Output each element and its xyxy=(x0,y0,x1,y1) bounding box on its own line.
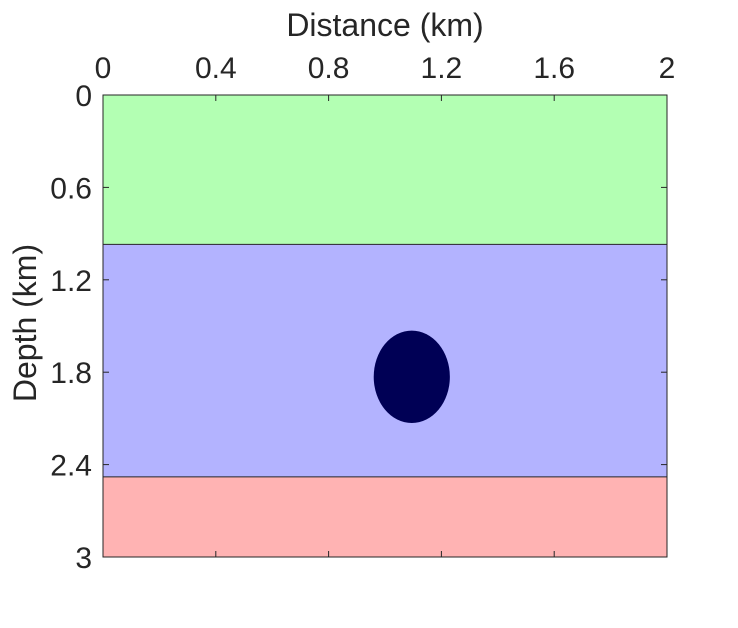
y-tick-label: 0.6 xyxy=(50,172,92,205)
anomaly-body xyxy=(373,330,450,424)
velocity-layers xyxy=(103,95,667,557)
y-axis-label: Depth (km) xyxy=(7,244,43,402)
y-axis-ticks: 0 0.6 1.2 1.8 2.4 3 xyxy=(50,80,667,575)
x-tick-label: 0.4 xyxy=(195,52,237,85)
x-tick-label: 2 xyxy=(659,52,676,85)
x-tick-label: 1.6 xyxy=(533,52,575,85)
x-axis-ticks: 0 0.4 0.8 1.2 1.6 2 xyxy=(95,52,676,557)
plot-frame xyxy=(102,94,668,558)
x-tick-label: 0.8 xyxy=(308,52,350,85)
layer-3 xyxy=(103,476,667,557)
y-tick-label: 1.8 xyxy=(50,357,92,390)
y-tick-label: 0 xyxy=(75,80,92,113)
y-tick-label: 1.2 xyxy=(50,265,92,298)
layer-1 xyxy=(103,95,667,245)
y-tick-label: 3 xyxy=(75,542,92,575)
x-axis-label: Distance (km) xyxy=(286,7,483,43)
y-tick-label: 2.4 xyxy=(50,450,92,483)
x-tick-label: 0 xyxy=(95,52,112,85)
anomaly-group xyxy=(373,330,450,424)
x-tick-label: 1.2 xyxy=(421,52,463,85)
